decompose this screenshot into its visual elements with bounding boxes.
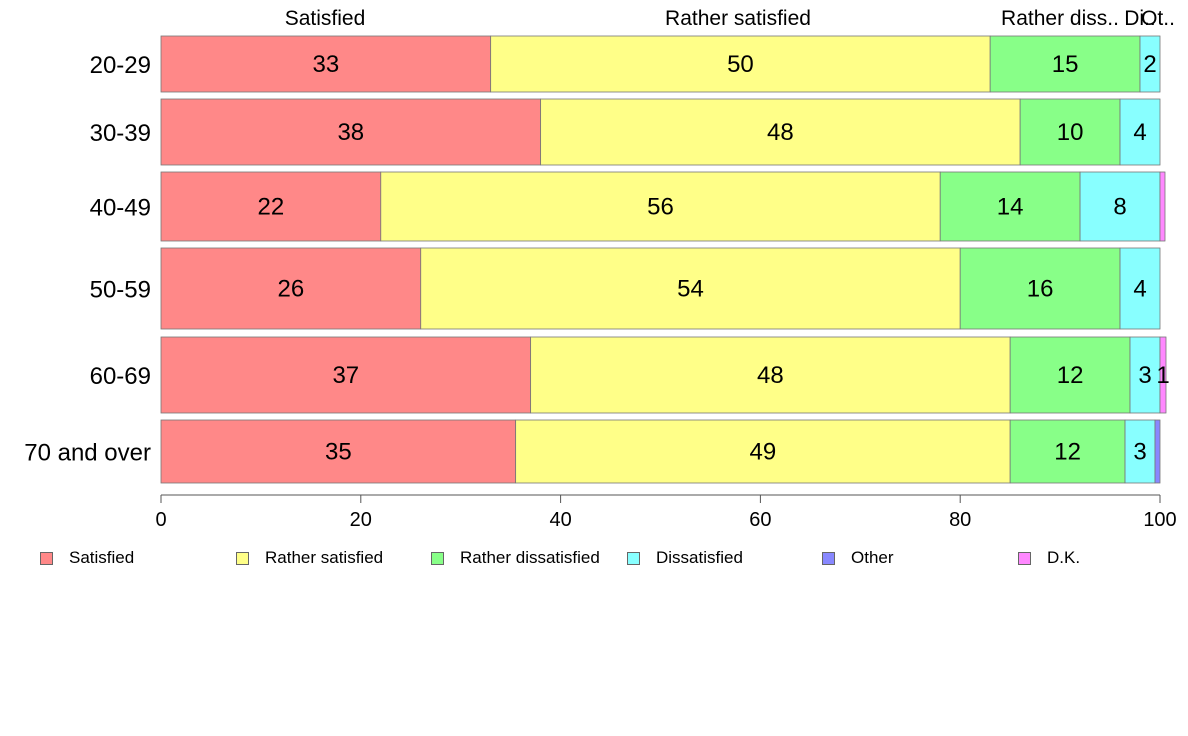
bar-segment: [1139, 35, 1161, 93]
data-label: 22: [258, 194, 285, 221]
bar-segment: [1154, 419, 1161, 484]
bar-segment: [160, 35, 492, 93]
bar-segment: [1159, 336, 1167, 414]
x-tick-label: 100: [1143, 509, 1176, 531]
category-label: 40-49: [90, 195, 151, 222]
data-label: 2: [1143, 51, 1156, 78]
bar-segment: [540, 98, 1021, 166]
data-label: 49: [750, 439, 777, 466]
legend-label: Satisfied: [69, 548, 135, 567]
x-tick-label: 0: [155, 509, 166, 531]
bar-segment: [160, 336, 532, 414]
x-tick-label: 80: [949, 509, 971, 531]
bar-segment: [160, 419, 517, 484]
legend-label: D.K.: [1047, 548, 1081, 567]
data-label: 56: [647, 194, 674, 221]
bar-segment: [1124, 419, 1156, 484]
legend-swatch: [627, 551, 640, 565]
legend-swatch: [236, 551, 249, 565]
legend-label: Other: [851, 548, 894, 567]
legend-item: Rather satisfied: [236, 546, 383, 570]
data-label: 38: [337, 119, 364, 146]
bar-segment: [1159, 171, 1166, 242]
data-label: 12: [1057, 362, 1084, 389]
bar-segment: [490, 35, 991, 93]
top-series-label: Rather satisfied: [665, 7, 811, 30]
legend-item: Dissatisfied: [627, 546, 743, 570]
bar-segment: [1119, 247, 1161, 330]
data-label: 26: [278, 276, 305, 303]
bar-segment: [160, 98, 542, 166]
legend-swatch: [431, 551, 444, 565]
legend-label: Rather dissatisfied: [460, 548, 600, 567]
legend-item: Rather dissatisfied: [431, 546, 600, 570]
legend-swatch: [822, 551, 835, 565]
category-label: 60-69: [90, 363, 151, 390]
category-label: 50-59: [90, 277, 151, 304]
bar-segment: [380, 171, 941, 242]
bar-segment: [1019, 98, 1121, 166]
top-series-label: Ot..: [1141, 7, 1175, 30]
bar-segment: [530, 336, 1011, 414]
legend-label: Rather satisfied: [265, 548, 384, 567]
bar-segment: [160, 171, 382, 242]
bar-segment: [959, 247, 1121, 330]
x-tick-label: 60: [749, 509, 771, 531]
data-label: 3: [1133, 439, 1146, 466]
data-label: 16: [1027, 276, 1054, 303]
data-label: 33: [312, 51, 339, 78]
chart-legend: Satisfied Rather satisfied Rather dissatis…: [0, 546, 1188, 570]
data-label: 10: [1057, 119, 1084, 146]
legend-swatch: [40, 551, 53, 565]
data-label: 4: [1133, 276, 1146, 303]
data-label: 12: [1054, 439, 1081, 466]
data-label: 14: [997, 194, 1024, 221]
bar-segment: [160, 247, 422, 330]
category-label: 30-39: [90, 120, 151, 147]
data-label: 50: [727, 51, 754, 78]
data-label: 8: [1113, 194, 1126, 221]
legend-item: D.K.: [1018, 546, 1080, 570]
bar-segment: [939, 171, 1081, 242]
data-label: 48: [767, 119, 794, 146]
legend-swatch: [1018, 551, 1031, 565]
legend-item: Other: [822, 546, 894, 570]
bar-segment: [1009, 419, 1126, 484]
bar-segment: [1129, 336, 1161, 414]
data-label: 48: [757, 362, 784, 389]
data-label: 37: [332, 362, 359, 389]
bar-segment: [1009, 336, 1131, 414]
legend-item: Satisfied: [40, 546, 134, 570]
bar-segment: [420, 247, 961, 330]
category-label: 20-29: [90, 52, 151, 79]
top-series-label: Rather diss..: [1001, 7, 1119, 30]
data-label: 4: [1133, 119, 1146, 146]
x-tick-label: 40: [549, 509, 571, 531]
data-label: 54: [677, 276, 704, 303]
top-series-label: Di..: [1124, 7, 1156, 30]
data-label: 15: [1052, 51, 1079, 78]
bar-segment: [1079, 171, 1161, 242]
bar-segment: [989, 35, 1141, 93]
data-label: 1: [1156, 362, 1169, 389]
data-label: 35: [325, 439, 352, 466]
category-label: 70 and over: [24, 440, 151, 467]
legend-label: Dissatisfied: [656, 548, 743, 567]
top-series-label: Satisfied: [285, 7, 366, 30]
data-label: 3: [1138, 362, 1151, 389]
bar-segment: [1119, 98, 1161, 166]
x-tick-label: 20: [350, 509, 372, 531]
